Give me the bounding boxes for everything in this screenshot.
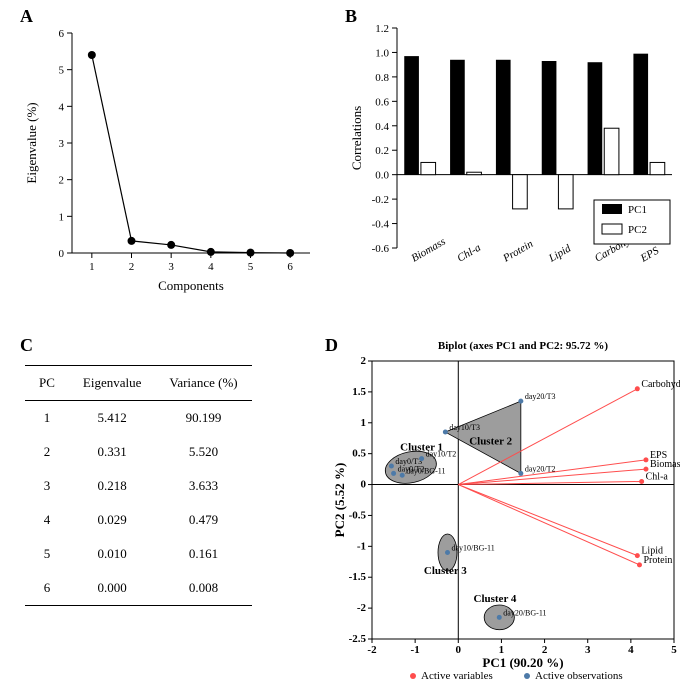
svg-text:PC1: PC1 <box>628 204 647 216</box>
svg-text:0: 0 <box>456 644 462 656</box>
svg-text:-2.5: -2.5 <box>349 633 367 645</box>
svg-text:-1.5: -1.5 <box>349 571 367 583</box>
svg-text:0: 0 <box>59 248 65 260</box>
svg-text:-2: -2 <box>367 644 377 656</box>
svg-text:Chl-a: Chl-a <box>455 241 483 264</box>
svg-text:-2: -2 <box>357 602 367 614</box>
svg-text:0.8: 0.8 <box>375 72 389 84</box>
svg-text:PC2: PC2 <box>628 224 647 236</box>
svg-text:-0.2: -0.2 <box>372 194 389 206</box>
svg-text:0.2: 0.2 <box>375 145 389 157</box>
svg-text:day10/T2: day10/T2 <box>426 450 457 459</box>
svg-text:Chl-a: Chl-a <box>646 471 669 482</box>
svg-text:5: 5 <box>671 644 677 656</box>
svg-text:Biplot (axes PC1 and PC2: 95.7: Biplot (axes PC1 and PC2: 95.72 %) <box>438 340 609 352</box>
svg-text:day0/BG-11: day0/BG-11 <box>406 466 445 475</box>
svg-text:day20/T2: day20/T2 <box>525 464 556 473</box>
svg-text:Carbohydrate: Carbohydrate <box>641 379 680 390</box>
svg-text:1: 1 <box>59 211 65 223</box>
svg-text:5: 5 <box>248 261 254 273</box>
svg-text:3: 3 <box>59 138 65 150</box>
svg-text:day10/BG-11: day10/BG-11 <box>452 544 495 553</box>
svg-text:4: 4 <box>59 101 65 113</box>
svg-text:4: 4 <box>208 261 214 273</box>
svg-text:Correlations: Correlations <box>349 106 364 170</box>
svg-text:4: 4 <box>628 644 634 656</box>
svg-text:0.6: 0.6 <box>375 96 389 108</box>
svg-text:Eigenvalue (%): Eigenvalue (%) <box>24 102 39 183</box>
svg-text:Cluster 2: Cluster 2 <box>469 435 512 447</box>
svg-text:day20/T3: day20/T3 <box>525 392 556 401</box>
scree-plot: 0 1 2 3 4 5 6 1 2 3 4 5 6 Components Eigenvalue (%) <box>20 18 320 298</box>
svg-text:1.2: 1.2 <box>375 23 389 35</box>
svg-text:Biomass: Biomass <box>409 236 447 265</box>
svg-text:Protein: Protein <box>643 555 672 566</box>
svg-text:-1: -1 <box>357 540 366 552</box>
svg-text:-1: -1 <box>411 644 420 656</box>
eigenvalue-table: PCEigenvalueVariance (%) 15.41290.19920.… <box>25 365 252 606</box>
svg-text:6: 6 <box>59 28 65 40</box>
svg-text:EPS: EPS <box>638 244 662 265</box>
svg-text:Protein: Protein <box>500 238 536 265</box>
svg-text:1: 1 <box>89 261 95 273</box>
svg-text:Active variables: Active variables <box>421 670 493 682</box>
svg-text:2: 2 <box>59 175 65 187</box>
svg-text:Active observations: Active observations <box>535 670 623 682</box>
svg-text:day20/BG-11: day20/BG-11 <box>503 608 546 617</box>
svg-text:Lipid: Lipid <box>546 242 573 265</box>
svg-text:Cluster 4: Cluster 4 <box>474 593 517 605</box>
svg-text:-0.6: -0.6 <box>372 243 390 255</box>
svg-text:2: 2 <box>129 261 135 273</box>
panel-label-c: C <box>20 335 33 356</box>
svg-text:day10/T3: day10/T3 <box>449 423 480 432</box>
svg-text:PC2 (5.52 %): PC2 (5.52 %) <box>332 463 347 538</box>
svg-text:0.5: 0.5 <box>352 448 366 460</box>
svg-text:-0.4: -0.4 <box>372 219 390 231</box>
svg-text:Biomass: Biomass <box>650 459 680 470</box>
svg-text:Cluster 3: Cluster 3 <box>424 565 467 577</box>
svg-text:1.5: 1.5 <box>352 386 366 398</box>
correlation-bars: -0.6 -0.4 -0.2 0.0 0.2 0.4 0.6 0.8 1.0 1.2 Biomass… <box>345 18 680 318</box>
svg-text:1.0: 1.0 <box>375 47 389 59</box>
svg-text:0.0: 0.0 <box>375 170 389 182</box>
biplot: Biplot (axes PC1 and PC2: 95.72 %) -2 -1 0 1… <box>330 335 680 685</box>
svg-text:0: 0 <box>361 479 367 491</box>
svg-text:PC1 (90.20 %): PC1 (90.20 %) <box>482 655 563 670</box>
svg-text:2: 2 <box>361 355 367 367</box>
svg-text:6: 6 <box>287 261 293 273</box>
svg-text:0.4: 0.4 <box>375 121 389 133</box>
svg-text:Components: Components <box>158 278 224 293</box>
svg-text:3: 3 <box>168 261 174 273</box>
svg-text:3: 3 <box>585 644 591 656</box>
svg-text:-0.5: -0.5 <box>349 509 367 521</box>
svg-text:5: 5 <box>59 65 65 77</box>
svg-text:1: 1 <box>361 417 367 429</box>
